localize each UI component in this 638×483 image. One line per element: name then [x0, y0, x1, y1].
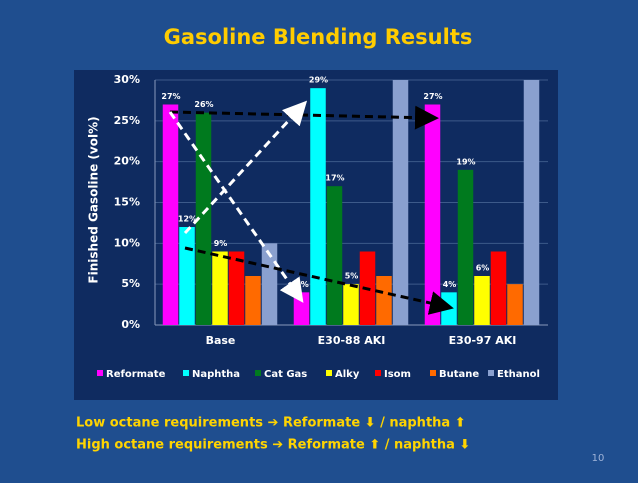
- y-tick-label: 25%: [114, 114, 140, 127]
- arrow: [168, 111, 304, 303]
- bar: [474, 276, 490, 325]
- y-tick-label: 10%: [114, 236, 140, 249]
- legend-swatch: [488, 370, 494, 376]
- data-label: 12%: [178, 215, 197, 224]
- bar: [245, 276, 261, 325]
- data-label: 27%: [161, 92, 180, 101]
- note: Low octane requirements ➔ Reformate ⬇ / …: [76, 416, 466, 431]
- data-label: 17%: [325, 174, 344, 183]
- bar: [490, 251, 507, 325]
- legend-swatch: [326, 370, 332, 376]
- y-tick-label: 0%: [121, 318, 140, 331]
- arrow: [183, 100, 308, 235]
- bar: [310, 88, 326, 326]
- y-tick-label: 30%: [114, 73, 140, 86]
- legend-swatch: [375, 370, 381, 376]
- x-tick-label: E30-97 AKI: [449, 334, 517, 347]
- legend-swatch: [183, 370, 189, 376]
- y-tick-label: 20%: [114, 155, 140, 168]
- data-label: 26%: [194, 100, 213, 109]
- y-axis-label: Finished Gasoline (vol%): [87, 116, 101, 283]
- legend-label: Butane: [439, 369, 479, 380]
- bar: [376, 276, 392, 325]
- legend-swatch: [430, 370, 436, 376]
- x-tick-label: E30-88 AKI: [318, 334, 386, 347]
- bar: [424, 104, 441, 325]
- data-label: 4%: [443, 280, 457, 289]
- bar: [523, 80, 540, 325]
- legend-label: Ethanol: [497, 369, 540, 380]
- data-label: 27%: [423, 92, 442, 101]
- note: High octane requirements ➔ Reformate ⬆ /…: [76, 438, 470, 453]
- legend-label: Cat Gas: [264, 369, 307, 380]
- y-tick-label: 5%: [121, 277, 140, 290]
- annotation-arrows: [168, 100, 454, 315]
- data-label: 4%: [295, 280, 309, 289]
- data-label: 9%: [214, 239, 228, 248]
- data-label: 6%: [476, 264, 490, 273]
- bar: [212, 251, 228, 325]
- legend-swatch: [97, 370, 103, 376]
- legend-label: Alky: [335, 369, 360, 380]
- bar: [261, 243, 278, 325]
- bar: [392, 80, 409, 325]
- bar: [441, 292, 457, 325]
- bar: [293, 292, 310, 325]
- arrow: [184, 246, 454, 315]
- legend-label: Isom: [384, 369, 411, 380]
- y-tick-label: 15%: [114, 196, 140, 209]
- legend-label: Naphtha: [192, 369, 240, 380]
- bar: [343, 284, 359, 325]
- bar: [326, 186, 343, 325]
- bar: [507, 284, 523, 325]
- page-number: 10: [592, 453, 605, 464]
- legend-label: Reformate: [106, 369, 166, 380]
- legend-swatch: [255, 370, 261, 376]
- data-label: 5%: [345, 272, 359, 281]
- bar: [162, 104, 179, 325]
- x-tick-label: Base: [206, 334, 236, 347]
- bar: [457, 169, 474, 325]
- data-label: 29%: [309, 76, 328, 85]
- data-label: 19%: [456, 157, 475, 166]
- bar: [179, 227, 195, 325]
- bar: [228, 251, 245, 325]
- chart-title: Gasoline Blending Results: [164, 25, 473, 49]
